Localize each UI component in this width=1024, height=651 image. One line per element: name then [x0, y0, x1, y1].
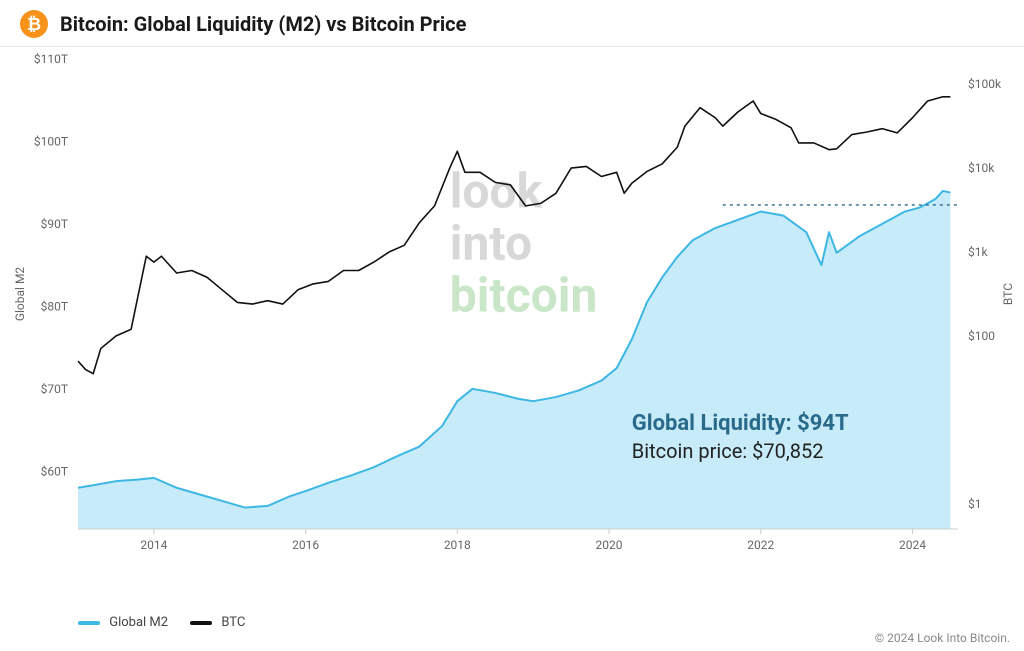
- svg-text:Bitcoin price: $70,852: Bitcoin price: $70,852: [632, 439, 824, 463]
- svg-text:2022: 2022: [747, 538, 774, 552]
- svg-text:$80T: $80T: [41, 299, 68, 313]
- svg-text:2018: 2018: [444, 538, 471, 552]
- svg-text:BTC: BTC: [1001, 283, 1015, 305]
- dual-axis-chart: lookintobitcoin$60T$70T$80T$90T$100T$110…: [0, 49, 1024, 609]
- svg-text:Global Liquidity: $94T: Global Liquidity: $94T: [632, 411, 849, 436]
- legend-item-m2: Global M2: [78, 615, 168, 630]
- svg-text:into: into: [450, 214, 532, 271]
- svg-text:2014: 2014: [140, 538, 167, 552]
- svg-text:bitcoin: bitcoin: [450, 266, 598, 323]
- svg-text:$100T: $100T: [34, 134, 68, 148]
- svg-text:$70T: $70T: [41, 382, 68, 396]
- svg-text:$100: $100: [968, 329, 995, 343]
- copyright-text: © 2024 Look Into Bitcoin.: [875, 631, 1010, 645]
- svg-text:2016: 2016: [292, 538, 319, 552]
- legend-label-btc: BTC: [221, 615, 245, 630]
- svg-text:$90T: $90T: [41, 217, 68, 231]
- legend-swatch-m2: [78, 621, 100, 625]
- bitcoin-icon: ₿: [20, 10, 48, 38]
- legend-label-m2: Global M2: [109, 615, 168, 630]
- svg-text:₿: ₿: [27, 14, 41, 34]
- header-divider: [0, 46, 1024, 47]
- svg-text:$1: $1: [968, 497, 982, 511]
- svg-text:2024: 2024: [899, 538, 926, 552]
- svg-text:2020: 2020: [596, 538, 623, 552]
- svg-text:$100k: $100k: [968, 77, 1002, 91]
- svg-text:$110T: $110T: [34, 52, 68, 66]
- svg-text:$1k: $1k: [968, 245, 988, 259]
- svg-text:Global M2: Global M2: [13, 267, 27, 322]
- chart-header: ₿ Bitcoin: Global Liquidity (M2) vs Bitc…: [0, 0, 1024, 46]
- svg-text:$60T: $60T: [41, 464, 68, 478]
- chart-legend: Global M2 BTC: [0, 609, 1024, 630]
- svg-text:$10k: $10k: [968, 161, 995, 175]
- legend-item-btc: BTC: [190, 615, 245, 630]
- chart-container: lookintobitcoin$60T$70T$80T$90T$100T$110…: [0, 49, 1024, 609]
- chart-title: Bitcoin: Global Liquidity (M2) vs Bitcoi…: [60, 12, 466, 36]
- legend-swatch-btc: [190, 621, 212, 625]
